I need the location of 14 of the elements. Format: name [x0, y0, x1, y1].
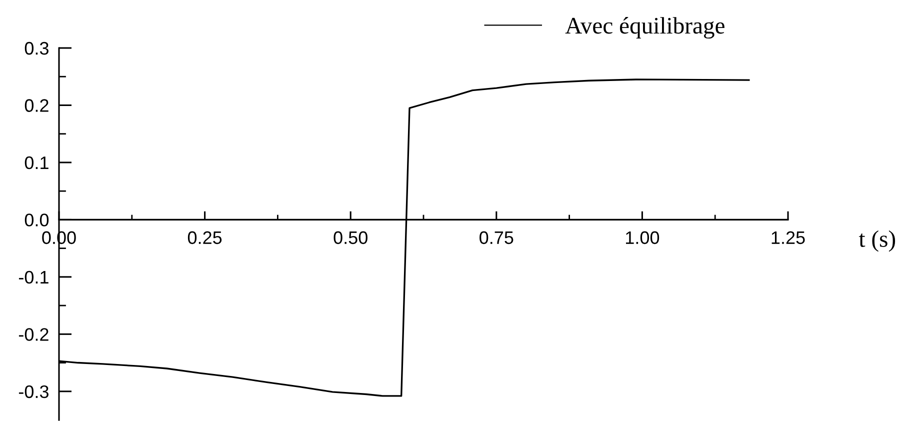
- y-tick-label: 0.3: [24, 42, 48, 55]
- y-tick-label: 0.0: [24, 214, 49, 226]
- x-tick-label: 1.25: [772, 231, 805, 244]
- x-tick-label: 1.00: [626, 231, 660, 244]
- y-tick-label: 0.2: [24, 99, 48, 112]
- legend-label: Avec équilibrage: [565, 17, 724, 39]
- y-tick-label: 0.1: [24, 156, 48, 170]
- x-tick-label: 0.75: [480, 231, 514, 244]
- y-tick-label: -0.2: [18, 328, 48, 341]
- x-tick-label: 0.25: [188, 231, 222, 244]
- y-tick-label: -0.3: [18, 385, 48, 398]
- x-tick-label: 0.50: [334, 231, 368, 244]
- x-axis-title: t (s): [858, 230, 896, 252]
- y-tick-label: -0.1: [18, 270, 48, 284]
